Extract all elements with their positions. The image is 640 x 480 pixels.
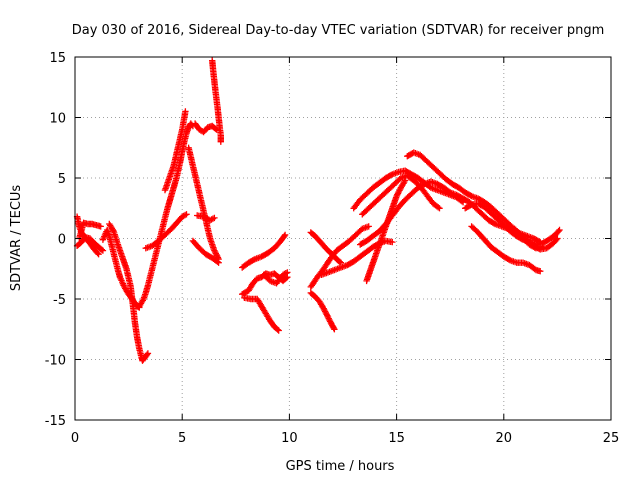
- data-point: [98, 246, 105, 253]
- data-point: [324, 312, 331, 319]
- data-point: [284, 269, 291, 276]
- x-axis-label: GPS time / hours: [286, 459, 395, 474]
- data-point: [420, 181, 427, 188]
- series-arc-8: [161, 108, 189, 194]
- data-point: [215, 259, 222, 266]
- data-point: [389, 238, 396, 246]
- data-point: [275, 327, 282, 334]
- data-point: [182, 108, 189, 115]
- data-point: [331, 326, 338, 333]
- data-point: [143, 351, 151, 358]
- data-point: [323, 311, 330, 318]
- y-tick-label: 5: [58, 172, 66, 187]
- series-arc-9: [191, 120, 220, 136]
- data-point: [365, 223, 372, 230]
- series-arc-14: [239, 231, 289, 271]
- data-point: [393, 192, 400, 200]
- series-arc-15: [239, 270, 291, 298]
- data-point: [336, 258, 343, 265]
- data-point: [327, 319, 335, 326]
- x-tick-label: 15: [388, 431, 405, 446]
- data-point: [181, 211, 189, 219]
- series-arc-3: [73, 234, 107, 254]
- x-tick-label: 10: [281, 431, 298, 446]
- data-point: [321, 306, 328, 314]
- series-arc-16: [241, 294, 282, 334]
- series-arc-12: [194, 212, 218, 224]
- data-point: [213, 251, 220, 258]
- tick-layer: 0 5 10 15 20 25 -15 -10 -5 0 5 10 15: [45, 51, 620, 446]
- data-point: [537, 268, 544, 275]
- data-point: [556, 226, 563, 234]
- data-point: [553, 236, 560, 243]
- data-point: [144, 350, 152, 357]
- x-tick-label: 0: [71, 431, 79, 446]
- data-point: [217, 138, 224, 145]
- data-point: [554, 235, 561, 242]
- series-arc-28: [468, 223, 544, 275]
- data-point: [320, 305, 327, 312]
- series-arc-10: [185, 144, 222, 263]
- series-arc-4: [99, 226, 143, 311]
- y-tick-label: 15: [49, 51, 66, 66]
- series-arc-13: [209, 57, 224, 145]
- data-point: [281, 231, 289, 239]
- data-point: [490, 220, 498, 227]
- x-tick-label: 25: [603, 431, 620, 446]
- data-point: [95, 251, 102, 258]
- data-point: [555, 228, 562, 235]
- data-point: [211, 214, 218, 222]
- data-point: [274, 326, 281, 333]
- data-point: [467, 202, 474, 209]
- series-arc-11: [189, 237, 222, 266]
- series-arc-2: [76, 219, 104, 242]
- data-point: [325, 315, 332, 322]
- data-point: [211, 248, 219, 256]
- data-point: [97, 223, 104, 230]
- y-tick-label: -15: [45, 414, 66, 429]
- x-tick-label: 20: [496, 431, 513, 446]
- series-arc-23: [359, 172, 443, 218]
- chart-title: Day 030 of 2016, Sidereal Day-to-day VTE…: [72, 23, 605, 38]
- data-point: [505, 256, 513, 263]
- data-point: [387, 171, 395, 179]
- data-point: [212, 250, 219, 257]
- data-point: [435, 204, 442, 211]
- series-arc-29: [511, 225, 561, 253]
- series-arc-19: [307, 289, 338, 333]
- y-tick-label: 0: [58, 233, 66, 248]
- y-tick-label: 10: [49, 112, 66, 127]
- series-arc-17: [260, 269, 291, 287]
- x-tick-label: 5: [178, 431, 186, 446]
- data-point: [183, 211, 190, 218]
- data-point: [394, 191, 401, 198]
- data-point: [109, 226, 116, 233]
- y-axis-label: SDTVAR / TECUs: [9, 185, 24, 292]
- data-point: [330, 324, 337, 332]
- series-arc-25: [363, 177, 409, 285]
- series-arc-5: [106, 220, 152, 364]
- data-layer: [73, 57, 563, 364]
- series-arc-22: [350, 167, 467, 212]
- data-point: [214, 258, 221, 265]
- data-point: [396, 187, 403, 194]
- data-point: [99, 247, 107, 254]
- y-tick-label: -5: [53, 293, 66, 308]
- data-point: [250, 256, 257, 263]
- data-point: [94, 249, 101, 257]
- data-point: [281, 232, 288, 240]
- series-arc-6: [136, 120, 197, 310]
- data-point: [402, 177, 409, 184]
- data-point: [211, 247, 218, 254]
- data-point: [467, 192, 474, 199]
- y-tick-label: -10: [45, 354, 66, 369]
- series-arc-7: [142, 211, 190, 252]
- data-point: [436, 205, 443, 212]
